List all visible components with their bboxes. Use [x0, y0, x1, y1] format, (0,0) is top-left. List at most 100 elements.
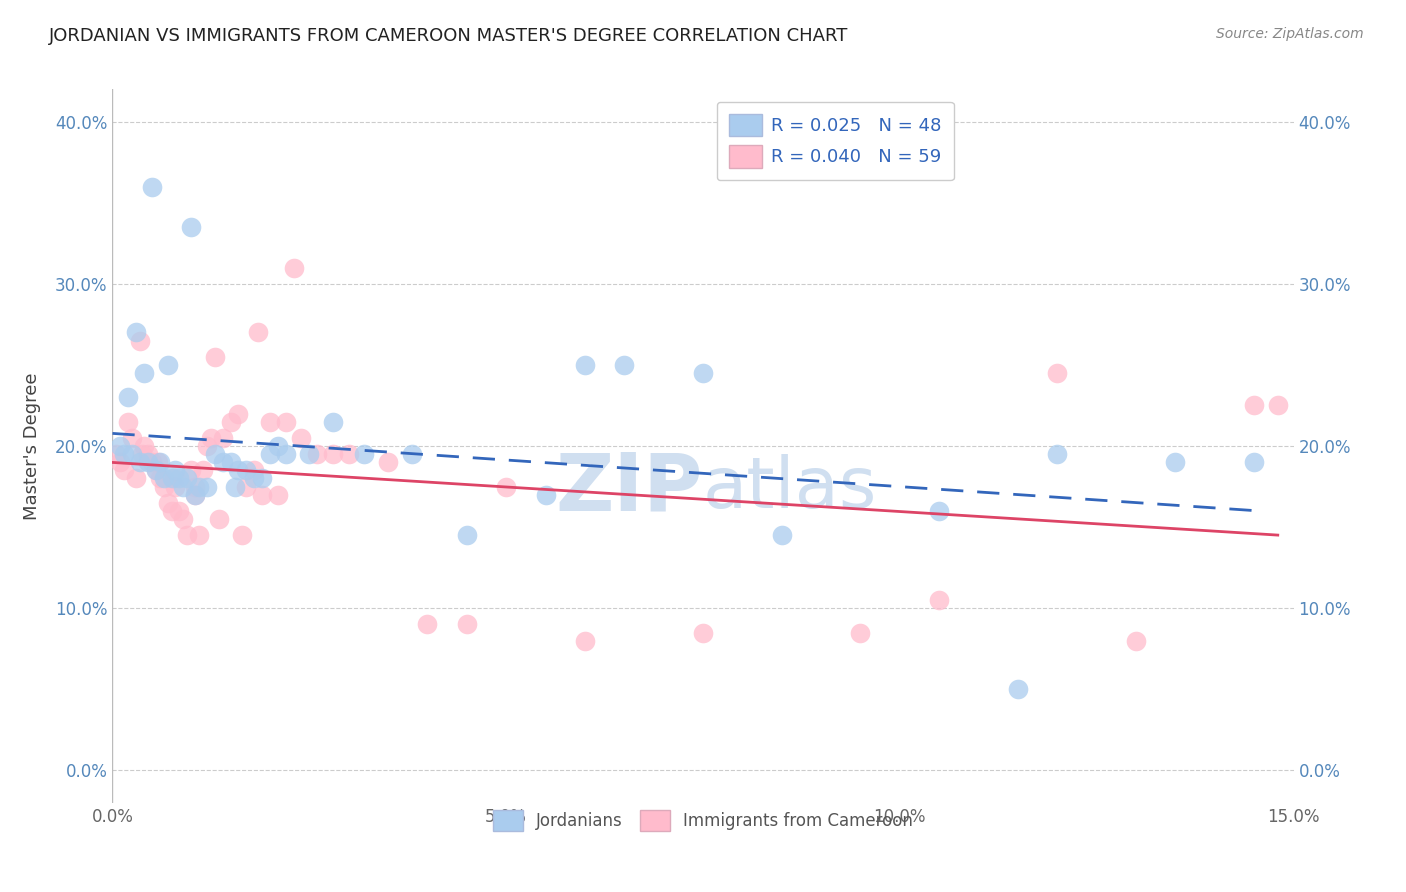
Point [145, 463, 167, 477]
Point [149, 455, 172, 469]
Point [160, 504, 183, 518]
Point [353, 447, 375, 461]
Point [125, 471, 148, 485]
Point [495, 479, 517, 493]
Point [176, 471, 198, 485]
Point [1267, 399, 1289, 413]
Point [180, 463, 202, 477]
Point [211, 455, 233, 469]
Point [112, 463, 135, 477]
Point [156, 358, 179, 372]
Point [129, 455, 152, 469]
Point [172, 512, 194, 526]
Point [259, 415, 281, 429]
Point [125, 326, 148, 340]
Point [928, 504, 950, 518]
Point [131, 447, 153, 461]
Point [195, 479, 218, 493]
Text: Source: ZipAtlas.com: Source: ZipAtlas.com [1216, 27, 1364, 41]
Point [105, 447, 128, 461]
Point [136, 455, 159, 469]
Point [204, 447, 226, 461]
Point [322, 415, 344, 429]
Point [160, 471, 183, 485]
Point [322, 447, 344, 461]
Point [152, 479, 174, 493]
Point [219, 415, 242, 429]
Point [208, 512, 231, 526]
Point [235, 463, 257, 477]
Point [770, 528, 793, 542]
Point [121, 447, 143, 461]
Point [534, 488, 557, 502]
Point [165, 479, 187, 493]
Point [228, 463, 250, 477]
Point [204, 350, 226, 364]
Point [172, 479, 194, 493]
Point [416, 617, 439, 632]
Point [180, 220, 202, 235]
Point [117, 415, 139, 429]
Point [219, 455, 242, 469]
Point [1046, 366, 1069, 380]
Point [613, 358, 636, 372]
Point [298, 447, 321, 461]
Point [110, 455, 132, 469]
Point [184, 488, 207, 502]
Point [247, 326, 270, 340]
Point [149, 471, 172, 485]
Point [224, 479, 246, 493]
Point [267, 439, 290, 453]
Point [117, 390, 139, 404]
Point [574, 358, 596, 372]
Point [401, 447, 423, 461]
Point [141, 179, 163, 194]
Point [169, 471, 191, 485]
Point [156, 496, 179, 510]
Point [184, 479, 207, 493]
Point [1164, 455, 1187, 469]
Point [112, 447, 135, 461]
Point [1243, 455, 1265, 469]
Point [195, 439, 218, 453]
Point [191, 463, 214, 477]
Point [188, 528, 211, 542]
Point [200, 431, 222, 445]
Point [152, 471, 174, 485]
Text: atlas: atlas [703, 454, 877, 524]
Point [176, 528, 198, 542]
Point [188, 479, 211, 493]
Point [184, 488, 207, 502]
Point [1125, 633, 1147, 648]
Point [274, 415, 297, 429]
Point [211, 431, 233, 445]
Point [267, 488, 290, 502]
Point [243, 471, 266, 485]
Point [574, 633, 596, 648]
Point [692, 366, 714, 380]
Point [146, 455, 169, 469]
Y-axis label: Master's Degree: Master's Degree [24, 372, 41, 520]
Legend: Jordanians, Immigrants from Cameroon: Jordanians, Immigrants from Cameroon [486, 804, 920, 838]
Point [250, 471, 273, 485]
Text: ZIP: ZIP [555, 450, 703, 528]
Point [169, 504, 191, 518]
Point [235, 479, 257, 493]
Point [377, 455, 399, 469]
Point [141, 455, 163, 469]
Point [163, 471, 186, 485]
Point [692, 625, 714, 640]
Point [307, 447, 329, 461]
Text: JORDANIAN VS IMMIGRANTS FROM CAMEROON MASTER'S DEGREE CORRELATION CHART: JORDANIAN VS IMMIGRANTS FROM CAMEROON MA… [49, 27, 849, 45]
Point [121, 431, 143, 445]
Point [136, 447, 159, 461]
Point [243, 463, 266, 477]
Point [456, 528, 478, 542]
Point [259, 447, 281, 461]
Point [849, 625, 872, 640]
Point [165, 463, 187, 477]
Point [1046, 447, 1069, 461]
Point [231, 528, 253, 542]
Point [928, 593, 950, 607]
Point [1243, 399, 1265, 413]
